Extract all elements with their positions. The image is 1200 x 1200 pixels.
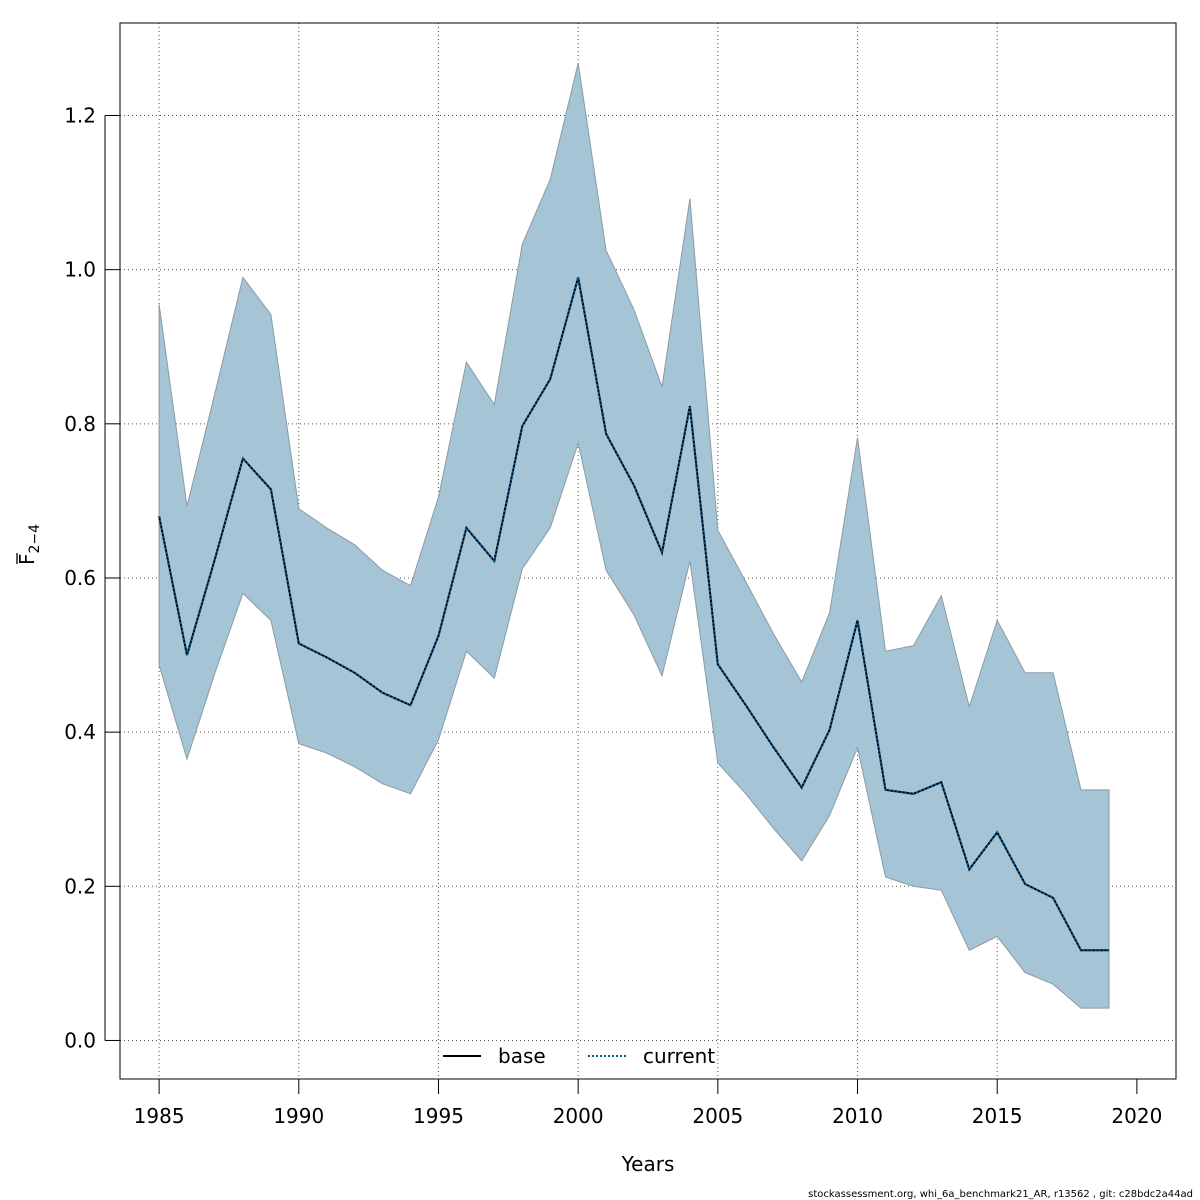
x-axis: 1985 1990 1995 2000 2005 2010 2015 2020 bbox=[134, 1078, 1162, 1128]
y-axis-title-subscript: 2−4 bbox=[27, 524, 43, 554]
x-tick-label: 1985 bbox=[134, 1104, 185, 1128]
x-tick-label: 2020 bbox=[1111, 1104, 1162, 1128]
x-tick-label: 2015 bbox=[972, 1104, 1023, 1128]
confidence-band-area bbox=[158, 62, 1110, 1009]
legend-label-base: base bbox=[498, 1044, 546, 1068]
y-tick-label: 0.6 bbox=[64, 566, 96, 590]
y-tick-label: 0.4 bbox=[64, 720, 96, 744]
y-tick-label: 1.0 bbox=[64, 258, 96, 282]
y-tick-label: 1.2 bbox=[64, 103, 96, 127]
x-tick-label: 2010 bbox=[832, 1104, 883, 1128]
legend: base current bbox=[443, 1044, 715, 1068]
x-tick-label: 1990 bbox=[273, 1104, 324, 1128]
series-line-current bbox=[158, 277, 1109, 952]
footer-credit: stockassessment.org, whi_6a_benchmark21_… bbox=[808, 1189, 1193, 1200]
series-lines bbox=[158, 277, 1109, 952]
x-axis-title: Years bbox=[621, 1152, 675, 1176]
y-axis-title-base: F bbox=[15, 553, 39, 565]
x-tick-label: 2000 bbox=[553, 1104, 604, 1128]
legend-label-current: current bbox=[643, 1044, 715, 1068]
y-axis: 0.0 0.2 0.4 0.6 0.8 1.0 1.2 bbox=[64, 103, 120, 1052]
y-tick-label: 0.0 bbox=[64, 1028, 96, 1052]
x-tick-label: 1995 bbox=[413, 1104, 464, 1128]
x-tick-label: 2005 bbox=[692, 1104, 743, 1128]
confidence-band bbox=[158, 62, 1110, 1009]
y-tick-label: 0.8 bbox=[64, 412, 96, 436]
y-tick-label: 0.2 bbox=[64, 874, 96, 898]
svg-text:F2−4: F2−4 bbox=[15, 524, 43, 565]
y-axis-title: F2−4 bbox=[15, 524, 43, 565]
